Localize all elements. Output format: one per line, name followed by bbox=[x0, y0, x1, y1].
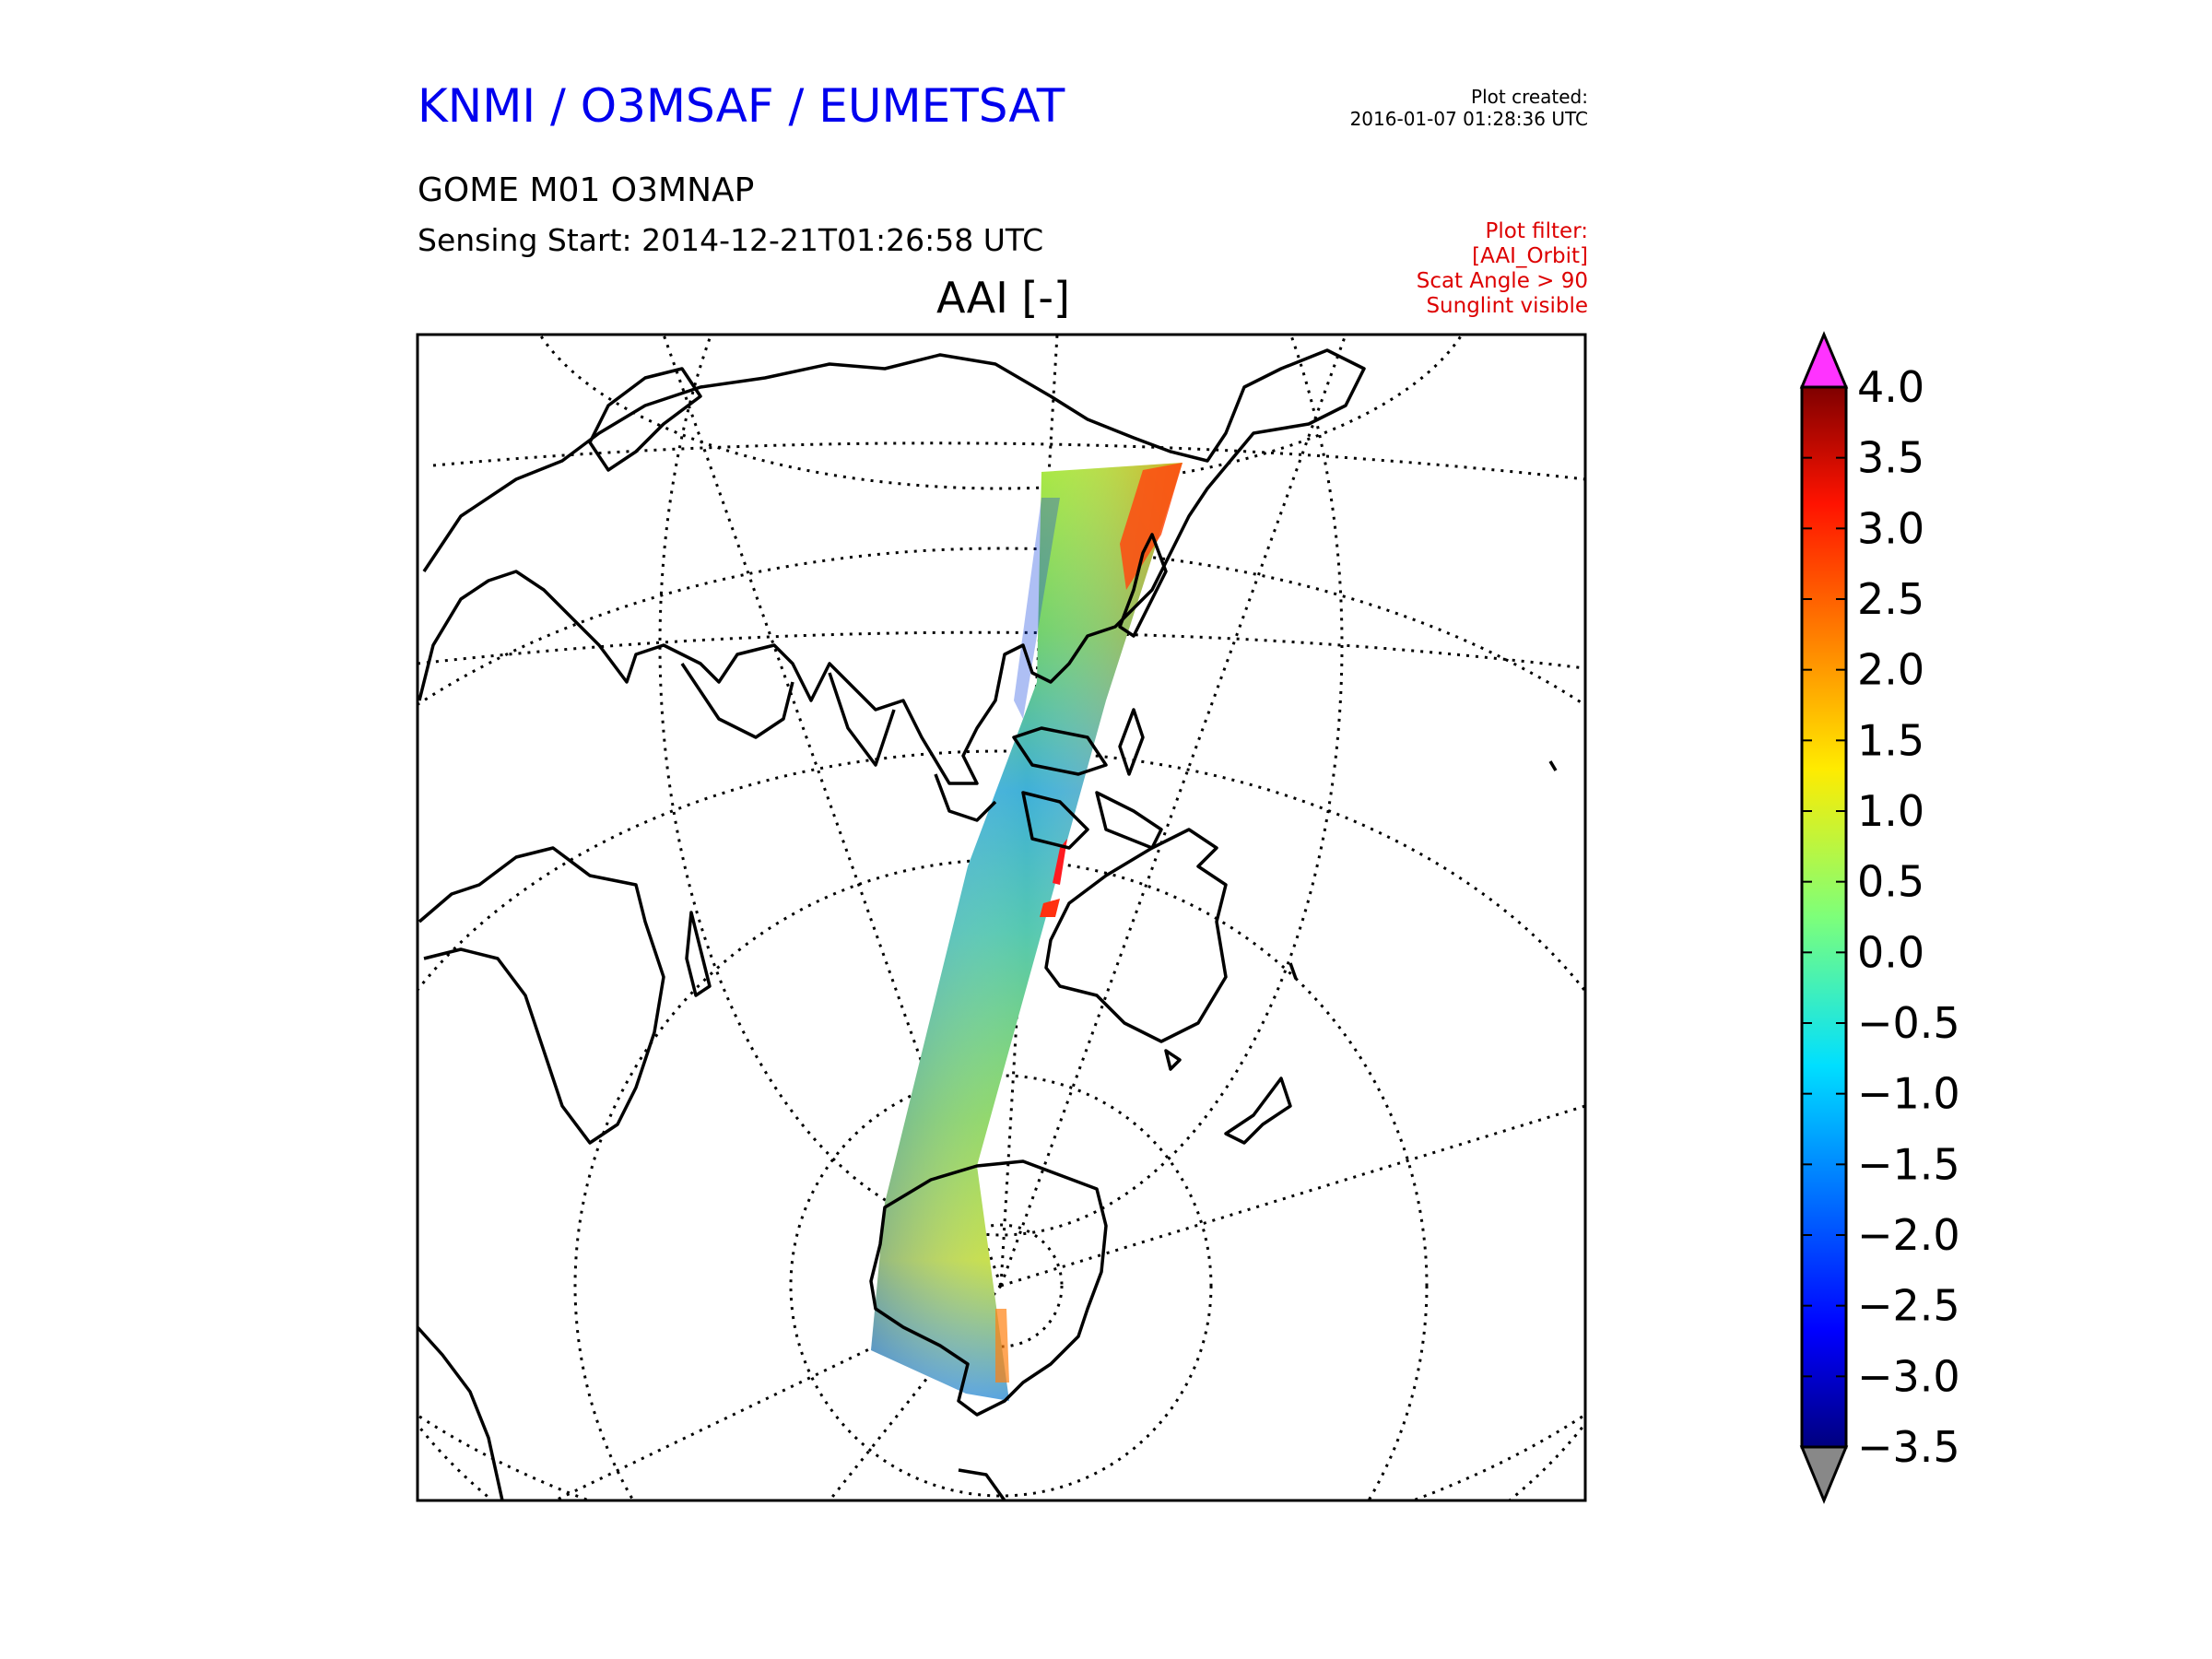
colorbar-tick-label: 4.0 bbox=[1857, 362, 1924, 412]
plot-filter-line: Sunglint visible bbox=[1426, 294, 1588, 318]
colorbar-tick-label: 0.0 bbox=[1857, 927, 1924, 977]
sensing-start: Sensing Start: 2014-12-21T01:26:58 UTC bbox=[418, 222, 1044, 258]
plot-filter-line: [AAI_Orbit] bbox=[1472, 244, 1588, 268]
colorbar-tick-label: −1.0 bbox=[1857, 1069, 1960, 1119]
colorbar-tick-label: 3.0 bbox=[1857, 503, 1924, 553]
colorbar-tick-label: −1.5 bbox=[1857, 1139, 1960, 1189]
colorbar-tick-label: −0.5 bbox=[1857, 998, 1960, 1048]
colorbar-tick-label: 1.0 bbox=[1857, 786, 1924, 836]
plot-filter-line: Scat Angle > 90 bbox=[1416, 269, 1588, 293]
organization-title: KNMI / O3MSAF / EUMETSAT bbox=[418, 79, 1065, 133]
colorbar-tick-label: 3.5 bbox=[1857, 433, 1924, 483]
colorbar-gradient bbox=[1800, 385, 1848, 1449]
plot-filter-title: Plot filter: bbox=[1485, 219, 1588, 243]
colorbar: 4.0 3.5 3.0 2.5 2.0 1.5 1.0 0.5 0.0 −0.5 −1.0 −1.5 −… bbox=[1799, 331, 1960, 1504]
colorbar-over-triangle bbox=[1799, 331, 1849, 389]
coastlines bbox=[418, 348, 1558, 1500]
map-content bbox=[418, 335, 1585, 1500]
product-name: GOME M01 O3MNAP bbox=[418, 171, 755, 209]
colorbar-tick-label: 2.5 bbox=[1857, 574, 1924, 624]
map-title: AAI [-] bbox=[936, 273, 1070, 323]
colorbar-tick-label: 0.5 bbox=[1857, 857, 1924, 907]
map-frame bbox=[416, 333, 1587, 1502]
plot-created-time: 2016-01-07 01:28:36 UTC bbox=[1349, 108, 1588, 130]
plot-created-label: Plot created: bbox=[1471, 86, 1588, 108]
satellite-swath bbox=[871, 463, 1182, 1401]
colorbar-tick-label: −3.5 bbox=[1857, 1422, 1960, 1472]
colorbar-tick-label: −2.5 bbox=[1857, 1281, 1960, 1331]
colorbar-tick-label: 2.0 bbox=[1857, 645, 1924, 695]
colorbar-ticks: 4.0 3.5 3.0 2.5 2.0 1.5 1.0 0.5 0.0 −0.5 −1.0 −1.5 −… bbox=[1802, 362, 1960, 1472]
colorbar-tick-label: −3.0 bbox=[1857, 1351, 1960, 1401]
colorbar-under-triangle bbox=[1799, 1445, 1849, 1504]
colorbar-tick-label: 1.5 bbox=[1857, 715, 1924, 765]
colorbar-tick-label: −2.0 bbox=[1857, 1210, 1960, 1260]
